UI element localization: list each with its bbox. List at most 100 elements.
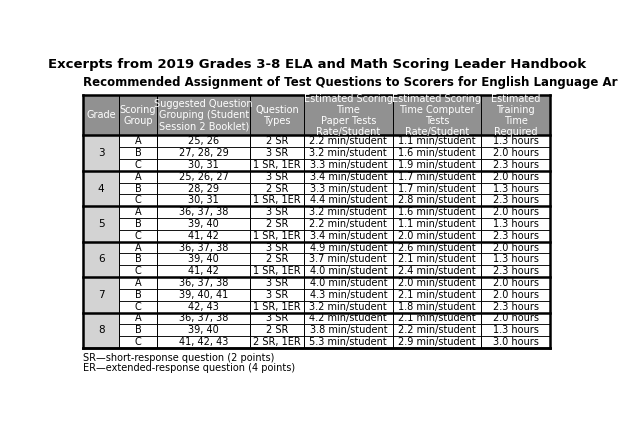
Bar [250,230,304,242]
Bar [481,206,550,218]
Text: 4.4 min/student: 4.4 min/student [310,195,387,205]
Bar [392,265,481,277]
Bar [481,312,550,324]
Text: 4.3 min/student: 4.3 min/student [310,290,387,300]
Text: C: C [135,337,142,347]
Text: B: B [135,325,142,335]
Text: Scoring
Group: Scoring Group [120,105,156,126]
Text: 3.3 min/student: 3.3 min/student [310,160,387,170]
Text: 3.4 min/student: 3.4 min/student [310,172,387,182]
Bar [481,95,550,136]
Text: B: B [135,290,142,300]
Bar [119,230,157,242]
Bar [119,218,157,230]
Bar [304,289,392,301]
Bar [157,230,250,242]
Bar [157,324,250,336]
Text: 36, 37, 38: 36, 37, 38 [179,207,228,217]
Text: 4: 4 [98,184,104,193]
Text: 39, 40: 39, 40 [188,325,219,335]
Text: ER—extended-response question (4 points): ER—extended-response question (4 points) [83,363,295,373]
Text: 1.1 min/student: 1.1 min/student [398,136,476,146]
Bar [157,277,250,289]
Bar [250,194,304,206]
Bar [157,218,250,230]
Bar [250,136,304,147]
Text: 2.3 hours: 2.3 hours [493,195,539,205]
Bar [304,265,392,277]
Bar [481,277,550,289]
Bar [392,194,481,206]
Text: 2.0 hours: 2.0 hours [493,278,539,288]
Bar [250,183,304,194]
Bar [392,324,481,336]
Bar [157,206,250,218]
Text: 3.0 hours: 3.0 hours [493,337,538,347]
Text: 2.0 hours: 2.0 hours [493,314,539,323]
Text: 1.3 hours: 1.3 hours [493,184,538,193]
Bar [304,183,392,194]
Bar [119,159,157,171]
Text: 36, 37, 38: 36, 37, 38 [179,278,228,288]
Bar [157,183,250,194]
Text: Question
Types: Question Types [255,105,299,126]
Bar [481,265,550,277]
Text: 2.3 hours: 2.3 hours [493,266,539,276]
Bar [481,242,550,254]
Bar [119,147,157,159]
Text: 2.6 min/student: 2.6 min/student [398,242,476,253]
Text: A: A [135,278,142,288]
Text: 5: 5 [98,219,104,229]
Bar [119,183,157,194]
Bar [392,147,481,159]
Bar [157,289,250,301]
Text: C: C [135,160,142,170]
Bar [304,136,392,147]
Bar [304,301,392,312]
Text: 30, 31: 30, 31 [188,160,219,170]
Text: 2.0 hours: 2.0 hours [493,172,539,182]
Text: 2 SR: 2 SR [266,136,289,146]
Text: A: A [135,207,142,217]
Text: 2.3 hours: 2.3 hours [493,160,539,170]
Text: 3.4 min/student: 3.4 min/student [310,231,387,241]
Bar [304,336,392,348]
Text: 1.9 min/student: 1.9 min/student [398,160,476,170]
Bar [250,254,304,265]
Text: 2.0 min/student: 2.0 min/student [398,231,476,241]
Text: 7: 7 [98,290,104,300]
Bar [481,147,550,159]
Text: 3.2 min/student: 3.2 min/student [310,302,387,311]
Bar [250,242,304,254]
Bar [119,206,157,218]
Text: 2.3 hours: 2.3 hours [493,302,539,311]
Bar [157,95,250,136]
Text: 41, 42: 41, 42 [188,231,219,241]
Text: Recommended Assignment of Test Questions to Scorers for English Language Arts Te: Recommended Assignment of Test Questions… [83,76,618,89]
Bar [83,277,119,312]
Bar [119,242,157,254]
Bar [304,230,392,242]
Bar [119,289,157,301]
Text: A: A [135,136,142,146]
Text: 1 SR, 1ER: 1 SR, 1ER [253,195,301,205]
Bar [481,218,550,230]
Text: 2.4 min/student: 2.4 min/student [398,266,476,276]
Bar [157,171,250,183]
Text: 1.1 min/student: 1.1 min/student [398,219,476,229]
Text: 39, 40: 39, 40 [188,219,219,229]
Text: 27, 28, 29: 27, 28, 29 [179,148,229,158]
Text: 2.1 min/student: 2.1 min/student [398,314,476,323]
Text: 4.2 min/student: 4.2 min/student [310,314,387,323]
Bar [119,324,157,336]
Bar [392,136,481,147]
Bar [83,242,119,277]
Bar [157,254,250,265]
Bar [481,159,550,171]
Bar [250,206,304,218]
Text: 1.8 min/student: 1.8 min/student [398,302,476,311]
Bar [250,301,304,312]
Bar [304,242,392,254]
Text: C: C [135,231,142,241]
Text: 1.3 hours: 1.3 hours [493,254,538,264]
